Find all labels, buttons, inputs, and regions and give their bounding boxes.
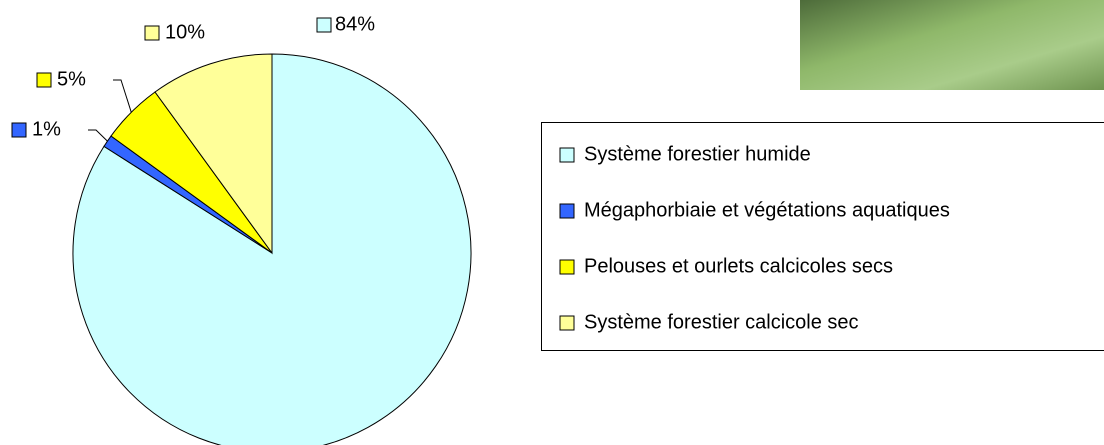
- legend-label: Pelouses et ourlets calcicoles secs: [584, 255, 893, 277]
- legend-swatch: [560, 148, 574, 162]
- label-swatch: [37, 73, 51, 87]
- leader-line: [113, 80, 131, 112]
- data-label: 84%: [335, 13, 375, 35]
- label-swatch: [145, 26, 159, 40]
- page: 84% 1% 5% 10% Système forestier humide Mégaph…: [0, 0, 1104, 445]
- label-swatch: [12, 123, 26, 137]
- legend-swatch: [560, 316, 574, 330]
- legend-label: Système forestier calcicole sec: [584, 311, 859, 333]
- data-label: 1%: [32, 118, 61, 140]
- label-swatch: [317, 18, 331, 32]
- legend-label: Mégaphorbiaie et végétations aquatiques: [584, 199, 950, 221]
- leader-line: [88, 130, 107, 141]
- data-label: 10%: [165, 21, 205, 43]
- photo: [800, 0, 1104, 90]
- chart: 84% 1% 5% 10% Système forestier humide Mégaph…: [0, 0, 1104, 445]
- data-label: 5%: [57, 68, 86, 90]
- legend-label: Système forestier humide: [584, 143, 811, 165]
- legend-swatch: [560, 204, 574, 218]
- legend-swatch: [560, 260, 574, 274]
